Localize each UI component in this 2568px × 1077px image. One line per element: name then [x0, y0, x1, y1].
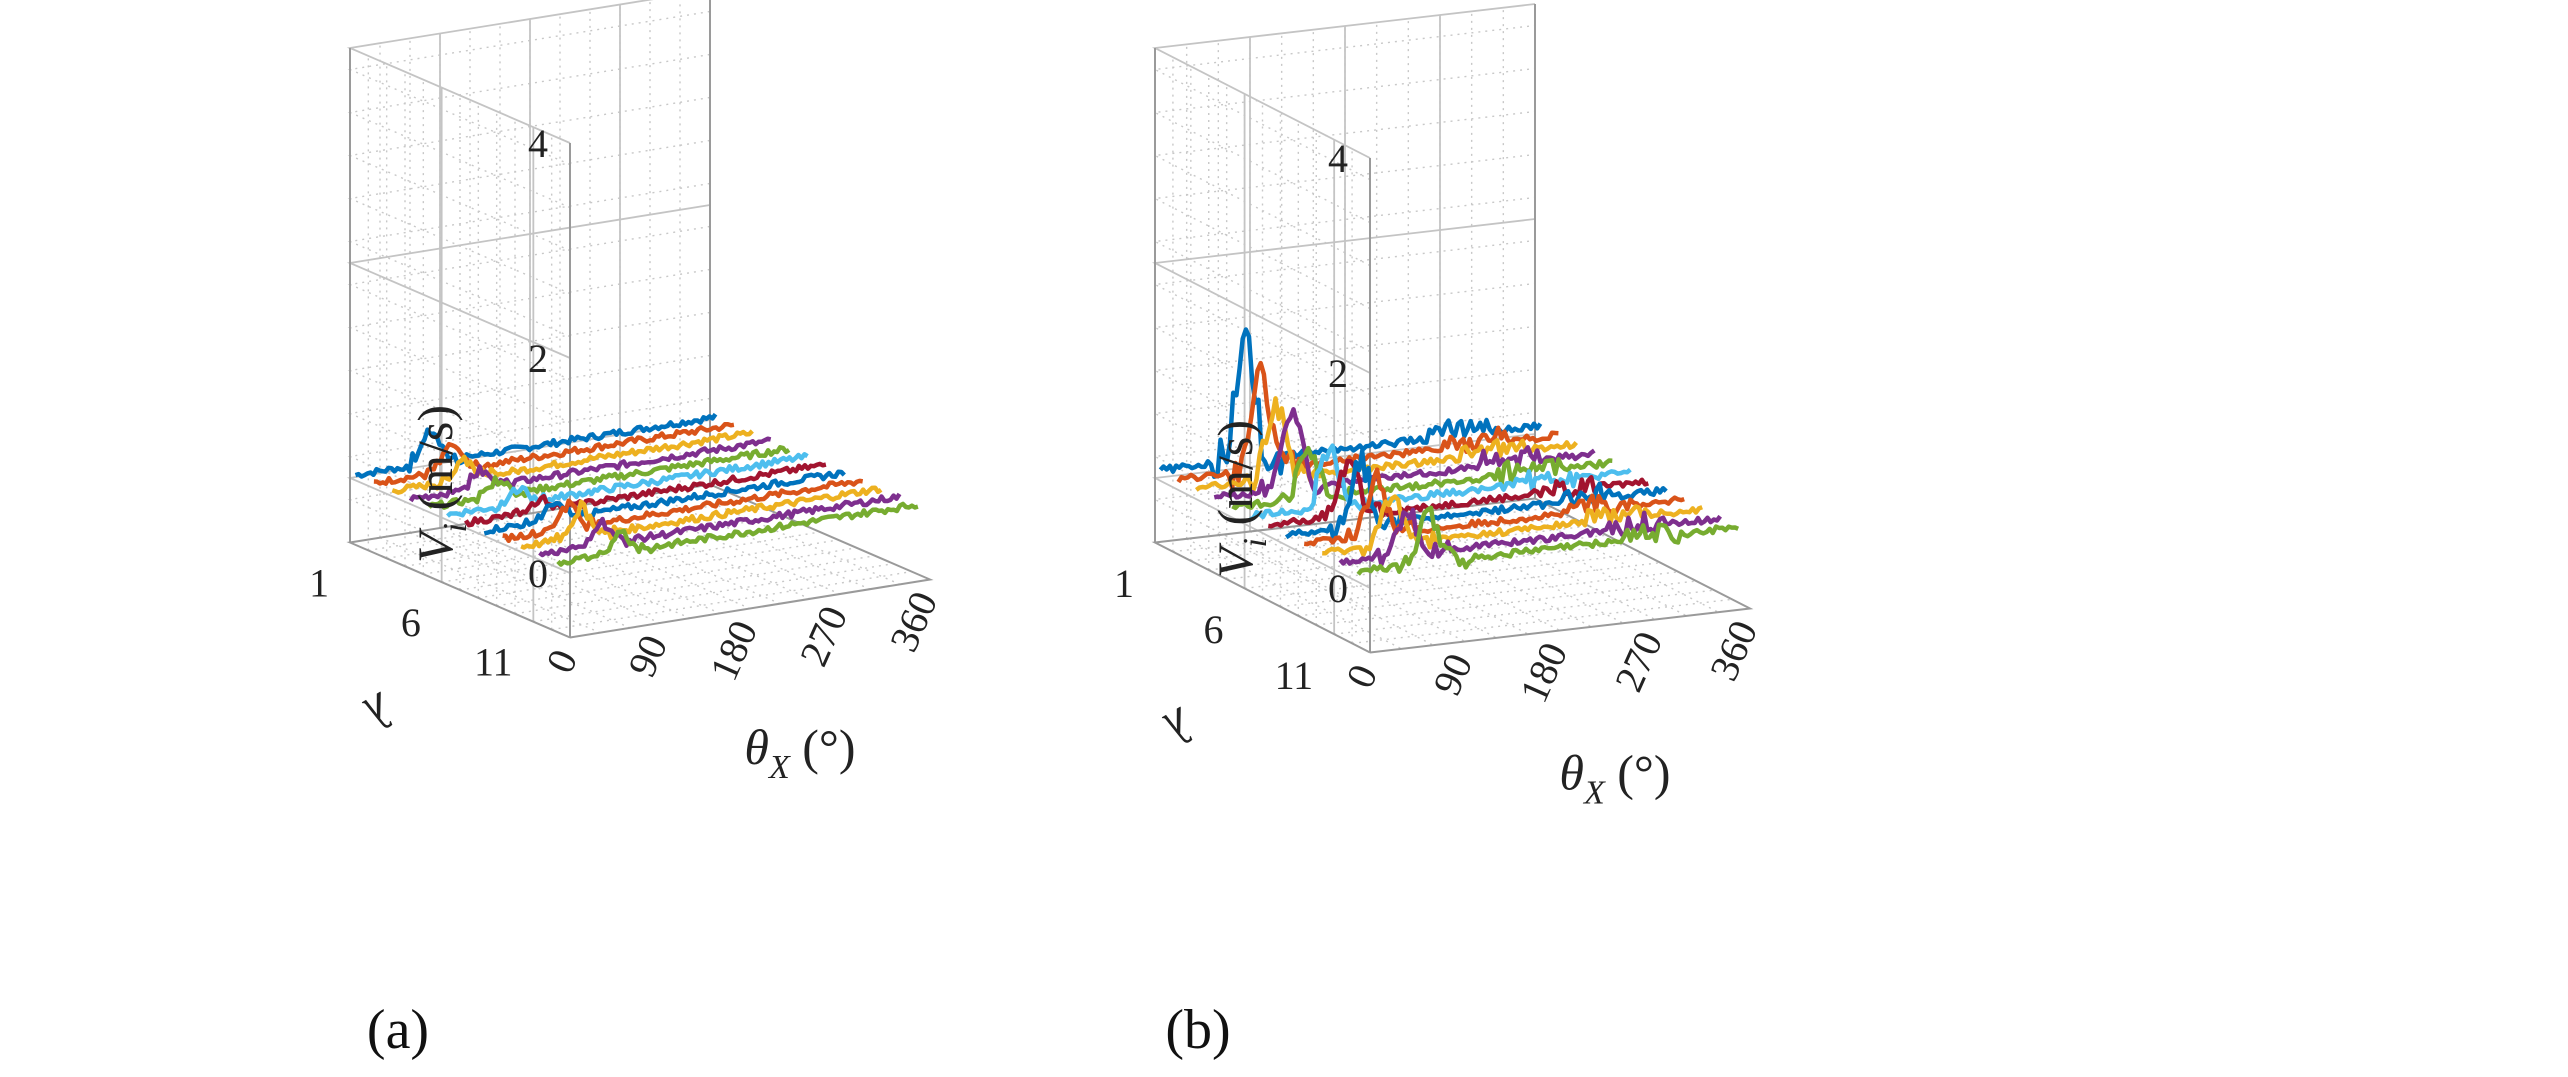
y-axis-label: λ: [1155, 697, 1203, 757]
z-axis-label: Vi (m/s): [407, 405, 474, 563]
z-axis-label-units: (m/s): [1207, 420, 1263, 538]
y-tick-label: 11: [1275, 653, 1314, 698]
series-group: [1158, 327, 1740, 576]
y-tick-label: 1: [309, 560, 329, 605]
x-axis-label-units: (°): [1605, 745, 1671, 801]
series-line-7: [463, 461, 827, 528]
x-tick-label: 360: [1701, 614, 1767, 687]
series-line-3: [1194, 396, 1579, 493]
grid: [1151, 3, 1754, 654]
z-tick-label: 4: [528, 121, 548, 166]
series-group: [354, 412, 919, 567]
z-tick-label: 0: [528, 551, 548, 596]
panel-label: (b): [1165, 999, 1230, 1061]
series-line-1: [1158, 327, 1543, 479]
x-tick-label: 360: [881, 585, 947, 658]
panel-label: (a): [367, 999, 429, 1061]
x-axis-label-main: θ: [744, 719, 769, 775]
y-tick-label: 6: [401, 600, 421, 645]
x-tick-label: 270: [791, 599, 857, 672]
series-line-9: [502, 478, 864, 544]
x-axis-label-main: θ: [1559, 745, 1584, 801]
x-axis-label-units: (°): [790, 719, 856, 775]
panel-a: 0 2 4 1 6 11 0 90 180 270 360 Vi (m/s) λ θX (°) (a): [309, 0, 946, 1061]
series-line-6: [1249, 443, 1632, 522]
x-tick-label: 270: [1606, 625, 1672, 698]
z-axis-label: Vi (m/s): [1207, 420, 1274, 578]
series-line-9: [1303, 467, 1685, 547]
series-line-12: [556, 501, 919, 567]
z-tick-label: 4: [1328, 136, 1348, 181]
series-line-5: [427, 445, 791, 510]
z-axis-label-sub: i: [437, 523, 474, 532]
series-line-8: [483, 469, 846, 536]
z-axis-label-main: V: [1207, 542, 1263, 578]
z-tick-label: 2: [1328, 351, 1348, 396]
z-axis-label-sub: i: [1237, 538, 1274, 547]
y-tick-label: 11: [474, 640, 513, 685]
x-axis-label: θX (°): [744, 719, 855, 786]
series-line-1: [354, 412, 718, 479]
grid: [346, 0, 934, 639]
series-line-2: [1176, 360, 1559, 491]
x-tick-label: 0: [1337, 658, 1386, 695]
z-axis-label-main: V: [407, 527, 463, 563]
series-line-10: [1322, 494, 1703, 558]
x-tick-label: 90: [619, 628, 676, 683]
series-line-2: [373, 422, 735, 486]
z-tick-label: 2: [528, 336, 548, 381]
y-axis-label: λ: [355, 682, 403, 742]
x-tick-label: 180: [701, 614, 767, 687]
series-line-10: [520, 485, 883, 550]
x-axis-label: θX (°): [1559, 745, 1670, 812]
panel-b: 0 2 4 1 6 11 0 90 180 270 360 Vi (m/s) λ θX (°) (b): [1114, 3, 1767, 1061]
y-tick-label: 6: [1204, 607, 1224, 652]
series-line-7: [1268, 458, 1649, 529]
series-line-6: [446, 452, 809, 518]
z-tick-label: 0: [1328, 566, 1348, 611]
x-axis-label-sub: X: [1582, 775, 1606, 812]
y-tick-label: 1: [1114, 561, 1134, 606]
z-axis-label-units: (m/s): [407, 405, 463, 523]
x-axis-label-sub: X: [767, 749, 791, 786]
series-line-3: [391, 429, 754, 495]
x-tick-label: 0: [537, 643, 586, 680]
series-line-4: [1213, 407, 1596, 500]
series-line-5: [1231, 445, 1613, 511]
x-tick-label: 180: [1511, 636, 1577, 709]
x-tick-label: 90: [1424, 647, 1481, 702]
series-line-11: [538, 492, 902, 558]
series-line-12: [1356, 505, 1740, 576]
series-line-4: [408, 436, 772, 503]
